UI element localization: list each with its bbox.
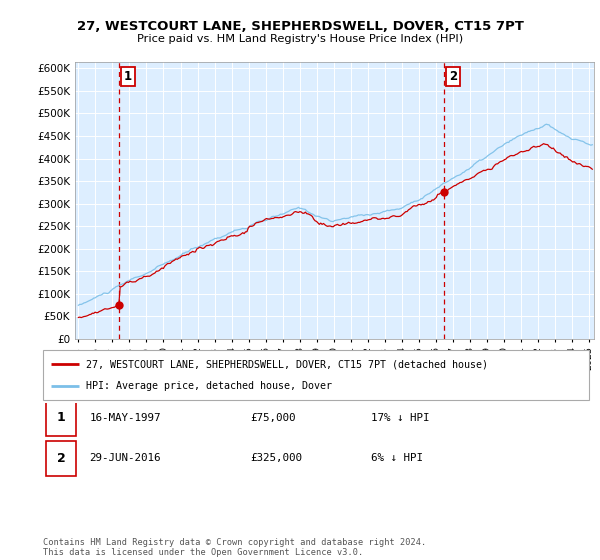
- Text: 1: 1: [124, 71, 132, 83]
- Bar: [46, 441, 76, 476]
- Text: Price paid vs. HM Land Registry's House Price Index (HPI): Price paid vs. HM Land Registry's House …: [137, 34, 463, 44]
- Text: Contains HM Land Registry data © Crown copyright and database right 2024.
This d: Contains HM Land Registry data © Crown c…: [43, 538, 427, 557]
- Text: 6% ↓ HPI: 6% ↓ HPI: [371, 454, 423, 464]
- Text: 2: 2: [56, 452, 65, 465]
- Text: 27, WESTCOURT LANE, SHEPHERDSWELL, DOVER, CT15 7PT: 27, WESTCOURT LANE, SHEPHERDSWELL, DOVER…: [77, 20, 523, 32]
- Bar: [46, 400, 76, 436]
- Text: 17% ↓ HPI: 17% ↓ HPI: [371, 413, 430, 423]
- Text: 27, WESTCOURT LANE, SHEPHERDSWELL, DOVER, CT15 7PT (detached house): 27, WESTCOURT LANE, SHEPHERDSWELL, DOVER…: [86, 359, 488, 369]
- Text: £325,000: £325,000: [251, 454, 302, 464]
- Text: 2: 2: [449, 71, 457, 83]
- Text: 29-JUN-2016: 29-JUN-2016: [89, 454, 161, 464]
- Text: 1: 1: [56, 411, 65, 424]
- Text: £75,000: £75,000: [251, 413, 296, 423]
- Text: 16-MAY-1997: 16-MAY-1997: [89, 413, 161, 423]
- Text: HPI: Average price, detached house, Dover: HPI: Average price, detached house, Dove…: [86, 381, 332, 391]
